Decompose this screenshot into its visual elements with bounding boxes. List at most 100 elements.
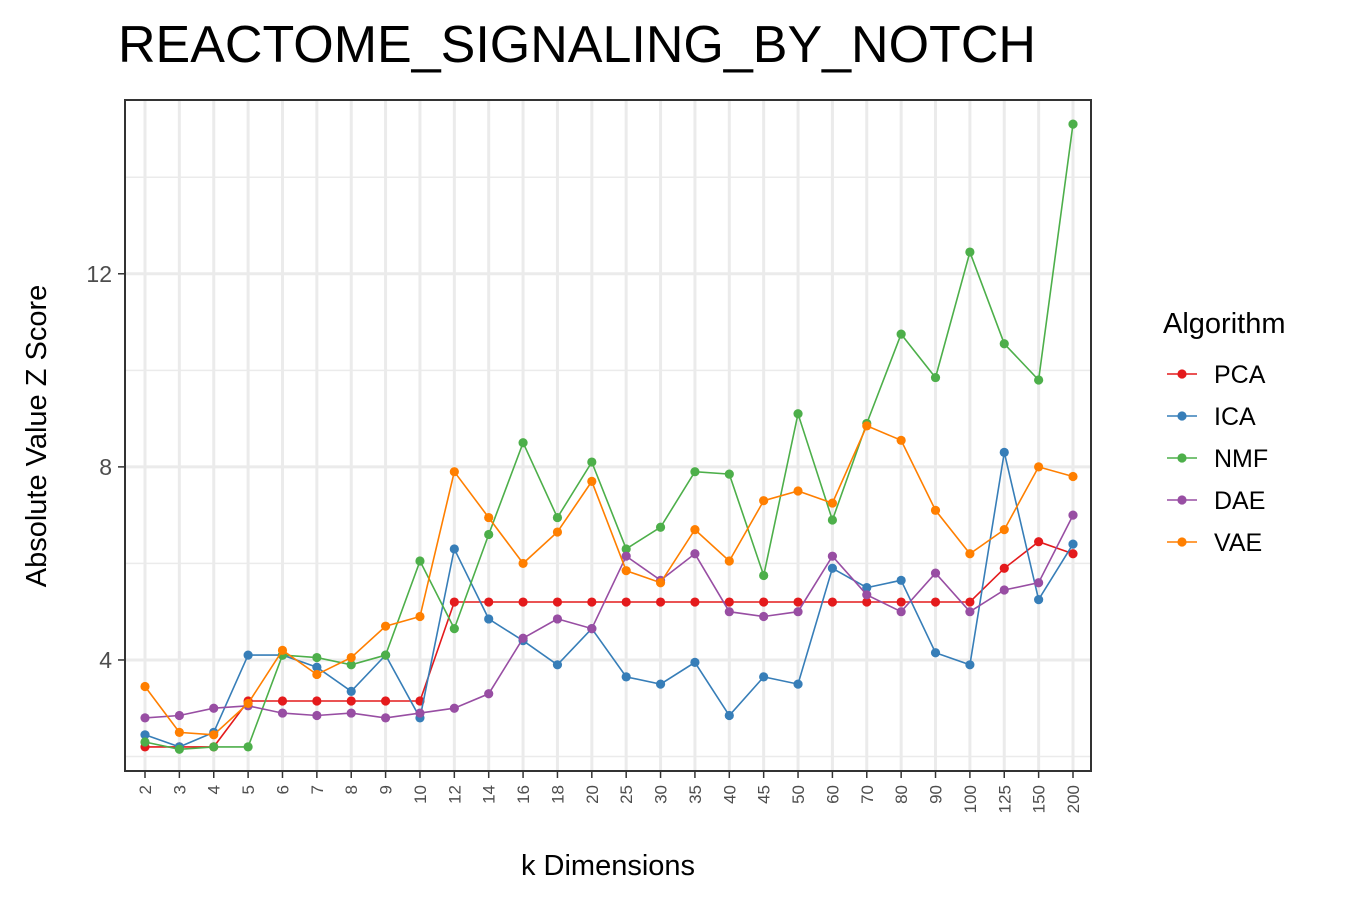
data-point-nmf	[174, 744, 184, 754]
x-tick-label: 80	[892, 785, 911, 804]
data-point-pca	[896, 597, 906, 607]
data-point-pca	[449, 597, 459, 607]
legend-label: ICA	[1214, 403, 1256, 431]
data-point-dae	[862, 590, 872, 600]
x-tick-label: 5	[239, 785, 258, 794]
data-point-pca	[621, 597, 631, 607]
data-point-dae	[518, 633, 528, 643]
data-point-pca	[587, 597, 597, 607]
x-tick-label: 25	[617, 785, 636, 804]
data-point-ica	[724, 710, 734, 721]
x-tick-label: 9	[377, 785, 396, 794]
legend: Algorithm PCA ICA NMF DAE VAE	[1163, 308, 1286, 557]
data-point-ica	[827, 563, 838, 573]
x-tick-label: 8	[342, 785, 361, 794]
x-tick-label: 18	[548, 785, 567, 804]
data-point-nmf	[965, 247, 975, 257]
data-point-dae	[449, 703, 459, 713]
data-point-nmf	[449, 623, 459, 634]
data-point-vae	[140, 681, 150, 692]
data-point-vae	[621, 566, 631, 576]
data-point-nmf	[552, 512, 563, 523]
x-tick-label: 6	[273, 785, 292, 794]
legend-key-point	[1177, 495, 1187, 505]
data-point-vae	[518, 558, 528, 569]
data-point-vae	[690, 525, 700, 535]
data-point-dae	[759, 611, 769, 622]
data-point-ica	[896, 575, 906, 585]
chart-title: REACTOME_SIGNALING_BY_NOTCH	[118, 16, 1036, 74]
x-tick-label: 20	[583, 785, 602, 804]
series-line-dae	[144, 514, 1074, 719]
data-point-pca	[965, 597, 975, 607]
data-point-vae	[449, 467, 459, 477]
data-point-ica	[346, 686, 356, 696]
data-point-ica	[1068, 539, 1078, 549]
data-point-dae	[724, 607, 734, 617]
data-point-dae	[999, 585, 1009, 595]
x-tick-label: 70	[858, 785, 877, 804]
x-tick-label: 3	[170, 785, 189, 794]
legend-label: NMF	[1214, 445, 1268, 473]
data-point-pca	[484, 597, 494, 607]
data-point-nmf	[587, 457, 597, 467]
series-line-nmf	[144, 123, 1074, 751]
data-point-dae	[587, 623, 597, 634]
data-point-dae	[827, 551, 838, 561]
legend-label: PCA	[1214, 361, 1266, 389]
data-point-nmf	[312, 652, 322, 663]
data-point-vae	[380, 621, 391, 631]
data-point-ica	[140, 730, 150, 740]
data-point-nmf	[415, 556, 425, 566]
x-tick-label: 2	[136, 785, 155, 794]
x-tick-label: 200	[1064, 785, 1083, 813]
data-point-nmf	[621, 544, 631, 554]
data-point-nmf	[243, 742, 253, 752]
x-tick-label: 125	[995, 785, 1014, 813]
data-point-nmf	[1068, 119, 1078, 129]
x-tick-label: 30	[652, 785, 671, 804]
data-point-pca	[655, 597, 666, 607]
x-tick-label: 10	[411, 785, 430, 804]
data-point-ica	[793, 679, 803, 689]
data-point-pca	[827, 597, 838, 607]
x-axis-title: k Dimensions	[521, 850, 695, 882]
data-point-nmf	[724, 469, 734, 479]
data-point-pca	[518, 597, 528, 607]
data-point-nmf	[140, 737, 150, 747]
data-point-vae	[346, 652, 356, 663]
x-tick-label: 150	[1030, 785, 1049, 813]
data-point-vae	[587, 476, 597, 486]
data-point-vae	[552, 527, 563, 537]
x-tick-label: 7	[308, 785, 327, 794]
data-point-vae	[415, 611, 425, 622]
data-point-dae	[277, 708, 288, 718]
data-point-nmf	[930, 372, 941, 383]
data-point-vae	[965, 549, 975, 559]
series-vae	[140, 421, 1078, 740]
data-point-pca	[552, 597, 563, 607]
grid-lines	[125, 100, 1091, 771]
data-point-dae	[621, 551, 631, 561]
data-point-dae	[965, 607, 975, 617]
data-point-ica	[449, 544, 459, 554]
x-tick-label: 14	[480, 785, 499, 804]
legend-item-vae: VAE	[1167, 529, 1262, 557]
data-point-pca	[1068, 549, 1078, 559]
data-point-pca	[277, 696, 288, 706]
data-point-vae	[1034, 462, 1044, 472]
data-point-nmf	[793, 409, 803, 419]
data-point-nmf	[484, 529, 494, 540]
legend-label: DAE	[1214, 487, 1265, 515]
data-point-nmf	[690, 467, 700, 477]
data-point-pca	[930, 597, 941, 607]
data-point-vae	[999, 525, 1009, 535]
data-point-ica	[621, 672, 631, 682]
data-point-dae	[930, 568, 941, 578]
data-point-dae	[346, 708, 356, 718]
plot-border	[124, 99, 1092, 772]
legend-title: Algorithm	[1163, 308, 1286, 340]
data-point-dae	[209, 703, 219, 713]
legend-key-point	[1177, 411, 1187, 421]
